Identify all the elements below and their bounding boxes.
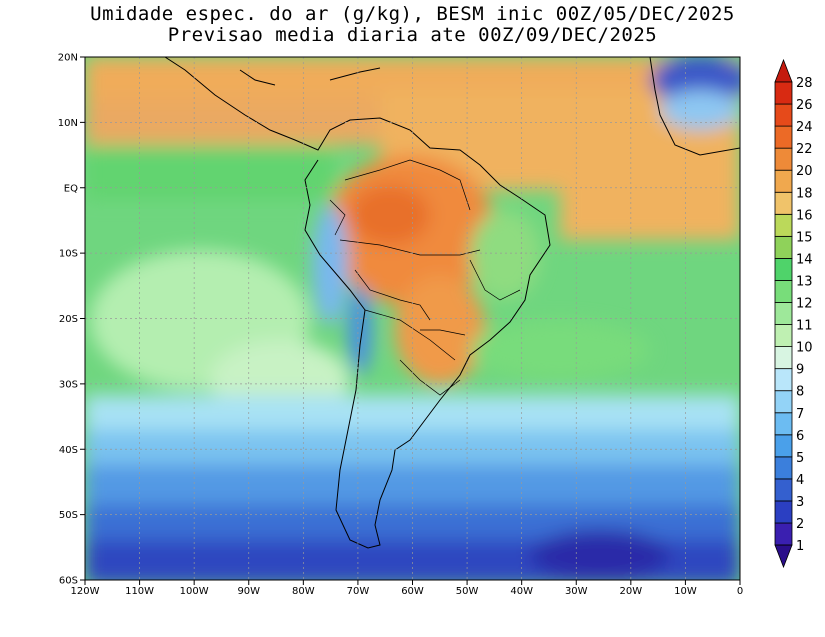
lon-tick-label: 40W [510,586,533,597]
map-title-line1: Umidade espec. do ar (g/kg), BESM inic 0… [90,3,735,25]
colorbar-label: 20 [796,164,813,179]
lat-tick-label: 30S [59,379,78,390]
lon-tick-label: 0 [737,586,743,597]
colorbar-segment [774,346,793,370]
colorbar-label: 15 [796,230,813,245]
lon-tick-label: 30W [565,586,588,597]
lon-tick-label: 80W [292,586,315,597]
colorbar-label: 4 [796,473,804,488]
colorbar-label: 6 [796,429,804,444]
colorbar-segment [774,522,793,546]
colorbar-segment [774,103,793,127]
colorbar-segment [774,368,793,392]
lon-tick-label: 90W [237,586,260,597]
colorbar-segment [774,456,793,480]
lon-tick-label: 60W [401,586,424,597]
map-title-line2: Previsao media diaria ate 00Z/09/DEC/202… [167,24,658,46]
colorbar-label: 26 [796,98,813,113]
colorbar-label: 16 [796,208,813,223]
colorbar-segment [774,191,793,215]
lon-tick-label: 120W [71,586,100,597]
colorbar-label: 13 [796,274,813,289]
colorbar-label: 14 [796,252,813,267]
colorbar-label: 10 [796,341,813,356]
lat-tick-label: EQ [64,183,78,194]
grid-lines [85,57,740,580]
lat-tick-label: 10S [59,249,78,260]
colorbar-label: 11 [796,319,813,334]
colorbar-label: 18 [796,186,813,201]
lat-tick-label: 50S [59,510,78,521]
colorbar-label: 2 [796,517,804,532]
colorbar-segment [774,324,793,347]
colorbar-label: 1 [796,539,804,554]
colorbar-segment [774,125,793,149]
colorbar-segment [774,213,793,237]
lon-tick-label: 100W [180,586,209,597]
lon-tick-label: 70W [347,586,370,597]
lat-tick-label: 40S [59,445,78,456]
colorbar-label: 28 [796,76,813,91]
lat-tick-label: 20S [59,314,78,325]
colorbar-segment [774,147,793,171]
colorbar-bottom-arrow [774,544,793,569]
colorbar-label: 24 [796,120,813,135]
lon-tick-label: 50W [456,586,479,597]
lon-tick-label: 20W [620,586,643,597]
lat-tick-label: 60S [59,576,78,587]
colorbar-segment [774,169,793,193]
lon-tick-label: 10W [674,586,697,597]
colorbar-segment [774,235,793,259]
colorbar-label: 9 [796,363,804,378]
colorbar-top-arrow [774,58,793,83]
colorbar-label: 5 [796,451,804,466]
lon-tick-label: 110W [125,586,154,597]
colorbar-label: 12 [796,297,813,312]
colorbar-label: 22 [796,142,813,157]
lat-tick-label: 10N [58,118,78,129]
colorbar-segment [774,434,793,458]
colorbar-segment [774,302,793,325]
colorbar-segment [774,412,793,436]
colorbar-segment [774,257,793,281]
colorbar-segment [774,280,793,303]
lat-axis: 20N 10N EQ 10S 20S 30S 40S 50S 60S [58,53,85,587]
colorbar-segment [774,81,793,105]
colorbar-segment [774,478,793,502]
colorbar-label: 3 [796,495,804,510]
humidity-field [85,57,740,580]
colorbar-label: 8 [796,385,804,400]
colorbar-label: 7 [796,407,804,422]
colorbar-segment [774,500,793,524]
lat-tick-label: 20N [58,53,78,64]
colorbar-segment [774,390,793,414]
lon-axis: 120W 110W 100W 90W 80W 70W 60W 50W 40W 30W 20W 10W 0 [71,580,743,597]
